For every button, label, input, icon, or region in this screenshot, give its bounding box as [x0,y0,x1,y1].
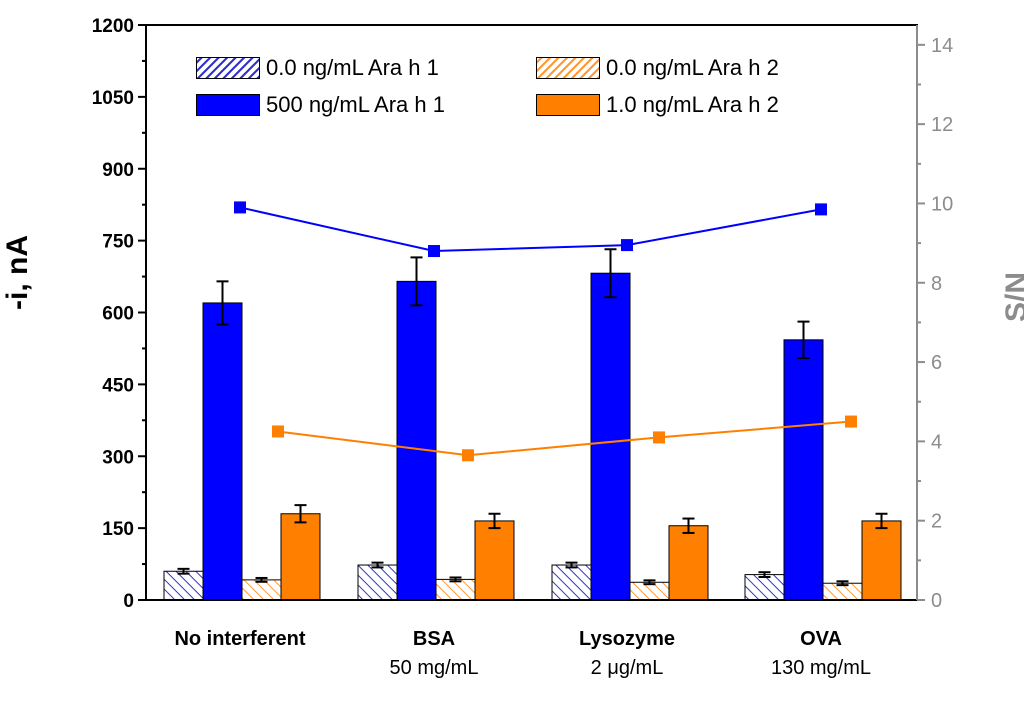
sn-line-1 [239,206,822,253]
bar-4-4 [861,520,902,601]
y-tick-label-8: 1200 [92,16,134,37]
error-bar-3-2 [449,576,462,583]
y-tick-label-6: 900 [102,160,134,181]
legend-label: 500 ng/mL Ara h 1 [266,92,445,117]
y-tick-label-4: 600 [102,304,134,325]
error-bar-4-1 [294,504,307,524]
error-bar-4-2 [488,512,501,530]
error-bar-4-3 [682,517,695,534]
legend-swatch [536,57,600,79]
legend-swatch [196,57,260,79]
y2-tick-label-2: 4 [931,431,942,453]
error-bar-2-4 [797,320,810,360]
error-bar-1-3 [565,561,578,569]
y-tick-label-7: 1050 [92,88,134,109]
bar-2-1 [202,302,243,601]
legend-label: 1.0 ng/mL Ara h 2 [606,92,779,117]
category-label-1: No interferent [140,628,340,651]
sn-marker-2-2 [462,449,474,462]
bar-4-1 [280,513,321,601]
sn-marker-1-3 [621,239,633,252]
y2-tick-label-6: 12 [931,114,953,136]
y2-tick-label-4: 8 [931,273,942,295]
error-bar-1-4 [758,571,771,578]
y-axis-left-label: -i, nA [1,235,34,310]
y2-tick-label-7: 14 [931,35,953,57]
y-tick-label-0: 0 [123,591,134,612]
y-tick-label-2: 300 [102,447,134,468]
legend-label: 0.0 ng/mL Ara h 1 [266,55,439,80]
sn-line-2 [277,420,852,457]
sn-marker-1-2 [428,245,440,258]
error-bar-3-3 [643,579,656,586]
bar-2-4 [783,339,824,601]
category-name: No interferent [174,628,306,650]
y2-tick-label-1: 2 [931,511,942,533]
error-bar-2-1 [216,280,229,326]
category-sub: 2 μg/mL [590,657,664,679]
y2-tick-label-0: 0 [931,590,942,612]
y-tick-label-1: 150 [102,519,134,540]
bar-1-2 [357,564,398,601]
error-bar-1-2 [371,561,384,569]
category-sub: 130 mg/mL [770,657,872,679]
bar-1-3 [551,564,592,601]
bar-4-2 [474,520,515,601]
legend-item-4: 1.0 ng/mL Ara h 2 [536,92,779,118]
bar-3-2 [435,578,476,601]
category-label-4: OVA 130 mg/mL [721,628,921,680]
legend-swatch [536,94,600,116]
bar-1-4 [744,574,785,601]
category-name: OVA [800,628,842,650]
bar-2-3 [590,272,631,601]
y2-tick-label-5: 10 [931,193,953,215]
error-bar-3-4 [836,580,849,587]
category-sub: 50 mg/mL [389,657,479,679]
sn-marker-2-3 [653,431,665,444]
y-tick-label-5: 750 [102,232,134,253]
legend-label: 0.0 ng/mL Ara h 2 [606,55,779,80]
sn-marker-2-4 [845,415,857,428]
legend-item-3: 0.0 ng/mL Ara h 2 [536,55,779,81]
y2-tick-label-3: 6 [931,352,942,374]
bar-2-2 [396,280,437,601]
error-bar-2-2 [410,256,423,307]
y-tick-label-3: 450 [102,375,134,396]
sn-marker-2-1 [272,425,284,438]
category-label-2: BSA 50 mg/mL [334,628,534,680]
legend-item-1: 0.0 ng/mL Ara h 1 [196,55,439,81]
bar-1-1 [163,570,204,601]
error-bar-1-1 [177,567,190,575]
sn-marker-1-4 [815,203,827,216]
legend-swatch [196,94,260,116]
error-bar-2-3 [604,248,617,299]
bar-3-1 [241,579,282,601]
legend-item-2: 500 ng/mL Ara h 1 [196,92,445,118]
error-bar-4-4 [875,512,888,530]
category-name: BSA [412,628,456,650]
error-bar-3-1 [255,576,268,583]
category-name: Lysozyme [579,628,675,650]
sn-marker-1-1 [234,201,246,214]
category-label-3: Lysozyme 2 μg/mL [527,628,727,680]
y-axis-right-label: S/N [1000,271,1024,322]
bar-4-3 [668,525,709,601]
